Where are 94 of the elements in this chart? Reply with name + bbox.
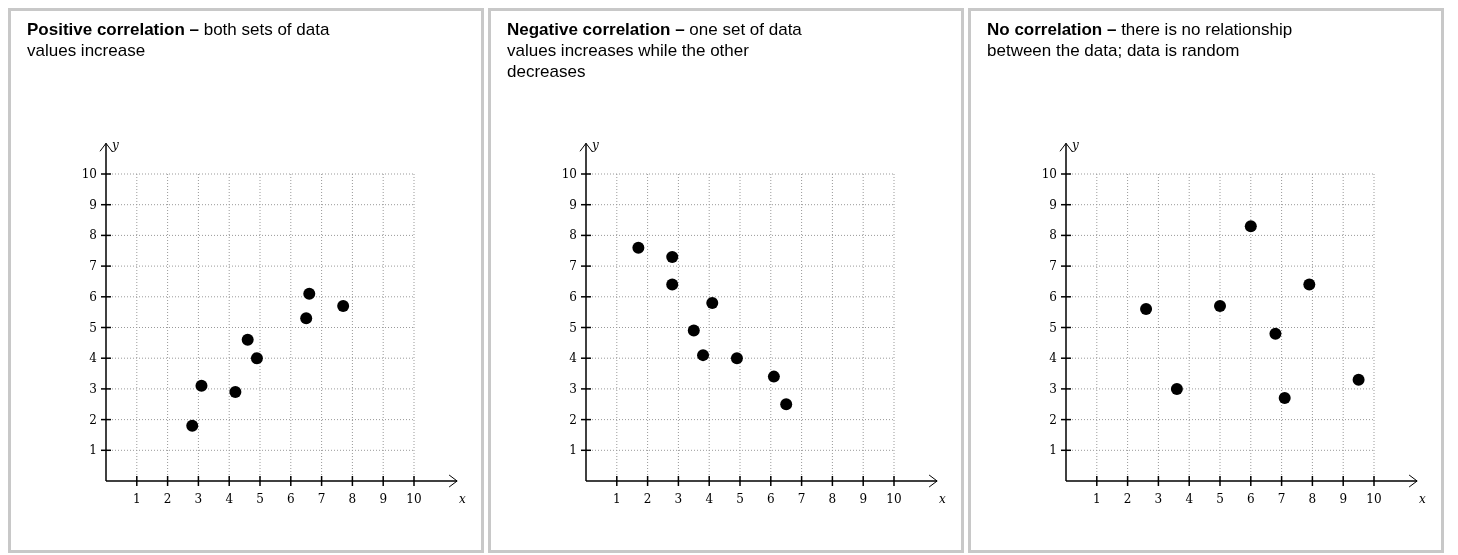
y-tick-label: 3 [89,381,97,396]
y-axis-title: y [591,138,599,153]
y-tick-label: 9 [569,197,577,212]
x-tick-label: 3 [194,492,203,506]
point [666,250,679,263]
point [687,324,700,337]
x-tick-label: 4 [225,492,234,506]
point [666,278,679,291]
y-tick-label: 8 [1049,228,1057,243]
point [300,312,313,325]
point [229,385,242,398]
y-tick-label: 10 [1041,167,1057,181]
y-tick-label: 1 [569,443,577,458]
y-tick-label: 1 [89,443,97,458]
point [697,349,710,362]
point [250,352,263,365]
point [303,287,316,300]
x-tick-label: 2 [1123,492,1132,506]
y-tick-label: 5 [1049,320,1057,335]
y-tick-label: 10 [81,167,97,181]
y-tick-label: 3 [569,381,577,396]
point [1214,300,1226,313]
x-tick-label: 9 [379,492,388,506]
y-tick-label: 5 [89,320,97,335]
point [780,398,793,411]
x-tick-label: 9 [1339,492,1348,506]
x-tick-label: 2 [643,492,652,506]
point [337,300,350,313]
x-axis-title: x [939,492,947,506]
x-tick-label: 7 [317,492,326,506]
y-tick-label: 7 [89,259,97,274]
y-axis-title: y [1071,138,1079,153]
y-tick-label: 4 [569,351,578,366]
chart-title: Positive correlation – both sets of data values increase [27,20,330,60]
x-tick-label: 3 [1154,492,1163,506]
x-tick-label: 5 [256,492,264,506]
y-tick-label: 8 [89,228,97,243]
x-tick-label: 9 [859,492,868,506]
point [1303,278,1316,291]
x-axis-title: x [459,492,467,506]
y-tick-label: 2 [89,412,97,427]
y-tick-label: 4 [1049,351,1058,366]
x-tick-label: 10 [1366,492,1382,506]
point [632,241,645,254]
y-axis-title: y [111,138,119,153]
chart-title: No correlation – there is no relationship between the data; data is random [987,19,1294,61]
y-tick-label: 10 [561,167,577,181]
x-tick-label: 4 [1185,492,1194,506]
x-tick-label: 8 [828,492,837,506]
y-tick-label: 2 [569,412,577,427]
x-tick-label: 8 [1308,492,1317,506]
x-tick-label: 7 [1277,492,1286,506]
x-tick-label: 6 [286,492,295,506]
x-tick-label: 1 [1092,492,1101,506]
y-tick-label: 8 [569,228,577,243]
point [1269,327,1282,340]
point [730,352,743,365]
x-axis-title: x [1419,492,1427,506]
point [1140,303,1153,316]
point [1170,382,1183,395]
point [706,296,719,309]
y-tick-label: 6 [1049,289,1057,304]
y-tick-label: 1 [1049,443,1057,458]
chart-title: Negative correlation – one set of data values increases while the other decreases [507,19,803,82]
x-tick-label: 8 [348,492,357,506]
y-tick-label: 7 [1049,259,1057,274]
x-tick-label: 2 [163,492,172,506]
x-tick-label: 10 [886,492,902,506]
y-tick-label: 4 [89,351,98,366]
y-tick-label: 2 [1049,412,1057,427]
y-tick-label: 5 [569,320,577,335]
x-tick-label: 5 [1216,492,1224,506]
y-tick-label: 9 [1049,197,1057,212]
point [195,379,208,392]
x-tick-label: 6 [766,492,775,506]
x-tick-label: 10 [406,492,422,506]
point [186,419,199,432]
y-tick-label: 9 [89,197,97,212]
x-tick-label: 6 [1246,492,1255,506]
y-tick-label: 6 [569,289,577,304]
x-tick-label: 7 [797,492,806,506]
x-tick-label: 1 [132,492,141,506]
point [767,370,780,383]
x-tick-label: 1 [612,492,621,506]
y-tick-label: 3 [1049,381,1057,396]
y-tick-label: 7 [569,259,577,274]
point [1278,392,1291,405]
y-tick-label: 6 [89,289,97,304]
point [1352,373,1365,386]
x-tick-label: 5 [736,492,744,506]
point [241,333,254,346]
point [1244,220,1257,233]
x-tick-label: 4 [705,492,714,506]
x-tick-label: 3 [674,492,683,506]
